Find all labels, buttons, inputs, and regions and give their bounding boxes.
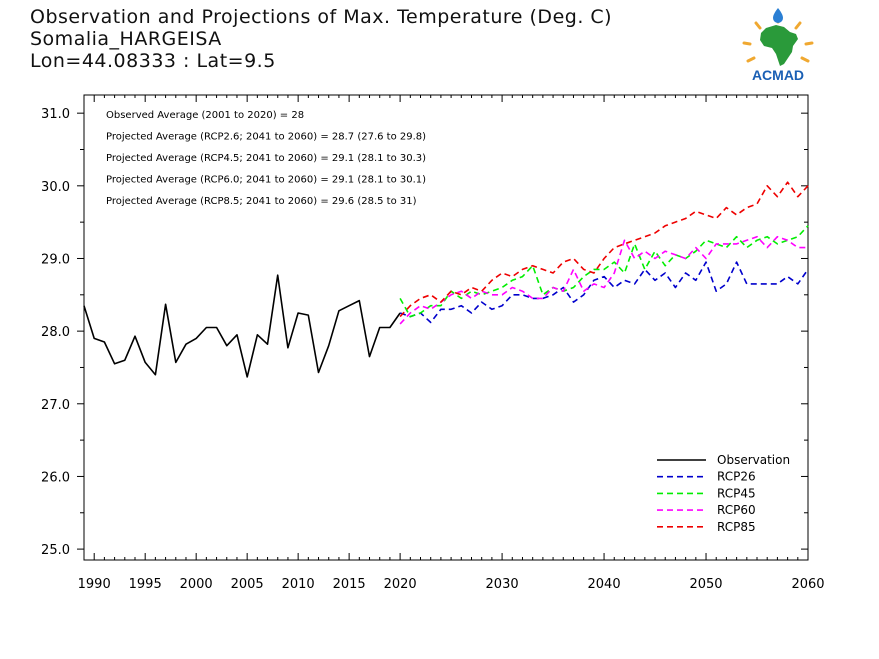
- logo-text: ACMAD: [752, 67, 804, 83]
- chart-subtitle-station: Somalia_HARGEISA: [30, 28, 222, 50]
- y-tick-label: 27.0: [41, 398, 70, 413]
- x-tick-label: 2010: [282, 577, 315, 592]
- africa-map-logo-icon: ACMAD: [742, 8, 814, 83]
- annotation-line: Observed Average (2001 to 2020) = 28: [106, 110, 304, 121]
- x-tick-label: 2050: [689, 577, 722, 592]
- x-tick-label: 2020: [384, 577, 417, 592]
- legend-label-rcp60: RCP60: [717, 503, 756, 517]
- x-tick-label: 2005: [231, 577, 264, 592]
- chart-subtitle-coordinates: Lon=44.08333 : Lat=9.5: [30, 50, 276, 72]
- y-tick-label: 31.0: [41, 107, 70, 122]
- series-line-observation: [83, 274, 401, 378]
- annotation-line: Projected Average (RCP2.6; 2041 to 2060)…: [106, 132, 426, 143]
- chart-title-block: Observation and Projections of Max. Temp…: [30, 6, 612, 72]
- series-line-rcp85: [399, 181, 809, 318]
- series-layer: [83, 181, 809, 378]
- y-tick-label: 26.0: [41, 470, 70, 485]
- annotation-line: Projected Average (RCP8.5; 2041 to 2060)…: [106, 196, 417, 207]
- y-tick-label: 25.0: [41, 543, 70, 558]
- series-line-rcp45: [399, 225, 809, 318]
- annotation-block: Observed Average (2001 to 2020) = 28 Proj…: [106, 110, 426, 207]
- series-line-rcp26: [399, 261, 809, 324]
- africa-shape-icon: [760, 25, 798, 66]
- legend-label-observation: Observation: [717, 453, 790, 467]
- x-tick-label: 1990: [78, 577, 111, 592]
- y-tick-label: 28.0: [41, 325, 70, 340]
- chart-axes: 25.0 26.0 27.0 28.0 29.0 30.0 31.0 1990 1995 2000…: [41, 94, 825, 592]
- legend: Observation RCP26 RCP45 RCP60 RCP85: [657, 453, 790, 534]
- y-tick-label: 29.0: [41, 252, 70, 267]
- annotation-line: Projected Average (RCP4.5; 2041 to 2060)…: [106, 153, 426, 164]
- plot-frame: [83, 94, 809, 561]
- x-tick-label: 2030: [486, 577, 519, 592]
- x-tick-label: 2060: [791, 577, 824, 592]
- legend-label-rcp85: RCP85: [717, 520, 756, 534]
- legend-label-rcp45: RCP45: [717, 486, 756, 500]
- x-tick-label: 1995: [129, 577, 162, 592]
- x-tick-label: 2040: [588, 577, 621, 592]
- x-tick-label: 2015: [333, 577, 366, 592]
- x-tick-label: 2000: [180, 577, 213, 592]
- annotation-line: Projected Average (RCP6.0; 2041 to 2060)…: [106, 175, 426, 186]
- water-drop-icon: [773, 8, 783, 23]
- acmad-logo: ACMAD: [738, 8, 818, 84]
- legend-label-rcp26: RCP26: [717, 470, 756, 484]
- y-tick-label: 30.0: [41, 180, 70, 195]
- chart-title: Observation and Projections of Max. Temp…: [30, 6, 613, 28]
- series-line-rcp60: [399, 235, 808, 325]
